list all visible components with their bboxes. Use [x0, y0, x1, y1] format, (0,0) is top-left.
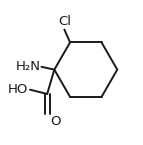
Text: HO: HO: [8, 83, 29, 96]
Text: O: O: [50, 115, 60, 128]
Text: Cl: Cl: [58, 15, 71, 28]
Text: H₂N: H₂N: [16, 60, 41, 73]
